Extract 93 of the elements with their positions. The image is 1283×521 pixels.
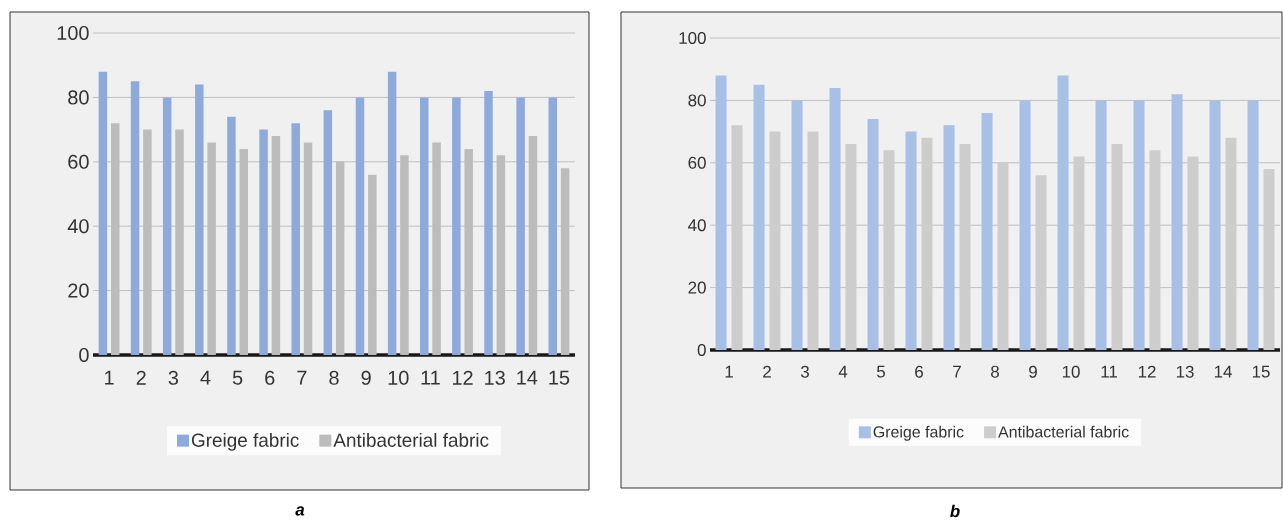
- x-tick-label: 1: [725, 366, 733, 378]
- bar: [195, 84, 204, 356]
- x-tick-label: 15: [549, 371, 570, 385]
- x-tick-label: 2: [763, 366, 771, 378]
- y-tick-label: 80: [68, 90, 89, 105]
- x-tick-label: 10: [388, 371, 409, 386]
- text: a: [295, 506, 305, 516]
- bar: [323, 110, 333, 356]
- bar: [259, 129, 268, 356]
- bar: [791, 100, 803, 351]
- x-tick-label: 6: [915, 366, 923, 378]
- bar: [227, 116, 236, 356]
- x-tick-label: 8: [991, 366, 999, 378]
- x-tick-label: 9: [361, 371, 371, 386]
- x-tick-label: 14: [517, 371, 538, 385]
- bar: [484, 91, 493, 356]
- y-tick-label: 0: [697, 344, 706, 357]
- bar: [1171, 94, 1183, 351]
- bar: [829, 88, 841, 351]
- x-tick-label: 13: [1176, 366, 1194, 378]
- y-tick-label: 100: [57, 26, 89, 41]
- x-tick-label: 8: [329, 371, 339, 386]
- bar: [291, 123, 300, 356]
- bar: [981, 113, 993, 351]
- bar: [1057, 75, 1069, 351]
- bar: [1111, 144, 1123, 351]
- bar: [1035, 175, 1047, 351]
- x-tick-label: 13: [485, 371, 505, 386]
- bar: [867, 119, 879, 351]
- bar: [98, 71, 108, 356]
- bar: [715, 75, 727, 351]
- y-tick-label: 100: [679, 32, 706, 45]
- x-tick-label: 11: [1101, 366, 1117, 378]
- x-tick-label: 4: [838, 366, 848, 378]
- bar: [1263, 169, 1275, 351]
- x-tick-label: 3: [800, 366, 809, 378]
- bar: [452, 97, 461, 356]
- bar: [130, 81, 140, 356]
- bar: [1019, 100, 1031, 351]
- x-tick-label: 15: [1252, 366, 1270, 378]
- bar: [1225, 138, 1237, 351]
- y-tick-label: 40: [688, 219, 706, 232]
- bar: [997, 163, 1009, 351]
- bar: [355, 97, 365, 356]
- bar: [420, 97, 429, 356]
- bar: [731, 125, 743, 351]
- x-tick-label: 12: [452, 371, 473, 385]
- bar: [921, 138, 933, 351]
- x-tick-label: 6: [265, 371, 275, 386]
- x-tick-label: 9: [1029, 366, 1037, 378]
- bar: [807, 131, 819, 351]
- bar: [1073, 156, 1085, 351]
- legend-label: Antibacterial fabric: [333, 433, 489, 448]
- bar: [516, 97, 525, 356]
- x-tick-label: 7: [953, 366, 961, 378]
- y-tick-label: 60: [688, 157, 706, 170]
- bar: [769, 131, 781, 351]
- bar: [1149, 150, 1161, 351]
- legend-label: Greige fabric: [191, 433, 299, 451]
- bar: [943, 125, 955, 351]
- x-tick-label: 3: [168, 371, 178, 386]
- x-tick-label: 10: [1062, 366, 1080, 378]
- bar: [905, 131, 917, 351]
- bar: [1133, 100, 1145, 351]
- x-tick-label: 4: [200, 371, 211, 385]
- bar: [959, 144, 971, 351]
- x-tick-label: 5: [876, 366, 885, 378]
- legend-label: Greige fabric: [873, 426, 964, 441]
- bar: [1187, 156, 1199, 351]
- y-tick-label: 60: [68, 154, 89, 170]
- x-tick-label: 5: [232, 371, 243, 385]
- bar: [1095, 100, 1107, 351]
- bar: [548, 97, 558, 356]
- bar: [1209, 100, 1221, 351]
- x-tick-label: 1: [105, 371, 114, 385]
- x-tick-label: 11: [421, 371, 440, 385]
- y-tick-label: 20: [688, 281, 706, 294]
- bar: [1247, 100, 1259, 351]
- y-tick-label: 80: [688, 94, 706, 107]
- bar: [162, 97, 172, 356]
- bar: [753, 85, 765, 351]
- y-tick-label: 20: [68, 283, 89, 298]
- x-tick-label: 2: [136, 371, 146, 385]
- x-tick-label: 14: [1214, 366, 1232, 378]
- bar: [845, 144, 857, 351]
- x-tick-label: 12: [1138, 366, 1156, 378]
- legend-label: Antibacterial fabric: [998, 426, 1129, 438]
- y-tick-label: 0: [79, 348, 89, 363]
- x-tick-label: 7: [297, 371, 307, 385]
- bar: [387, 71, 397, 356]
- bar: [883, 150, 895, 351]
- text: b: [950, 505, 960, 518]
- y-tick-label: 40: [67, 219, 89, 234]
